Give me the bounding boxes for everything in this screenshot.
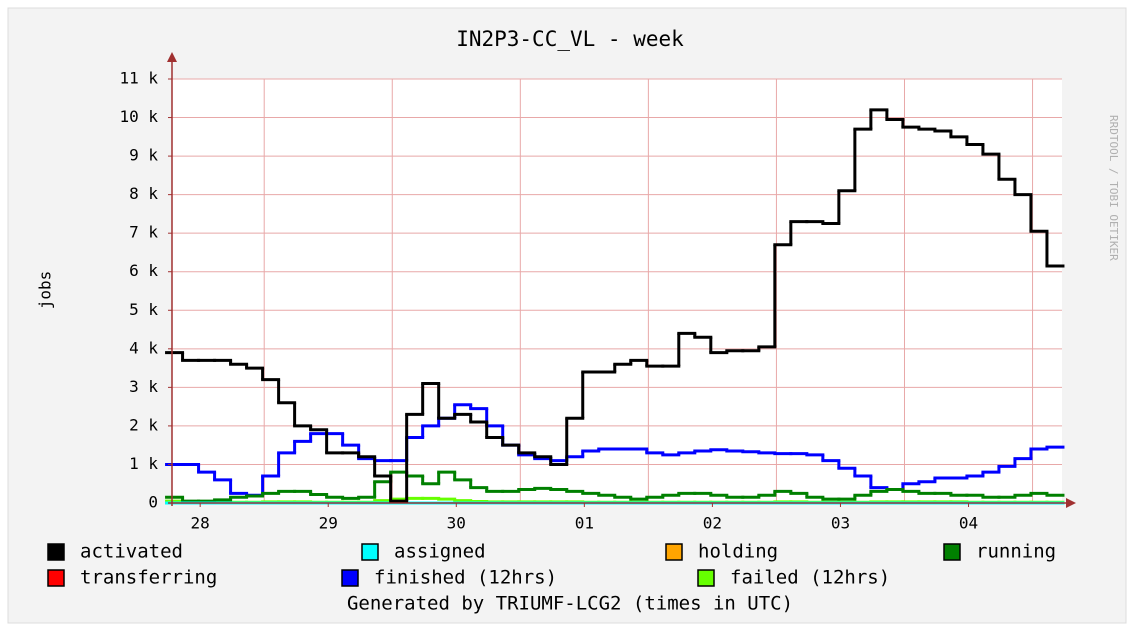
legend-swatch: [341, 569, 359, 587]
y-axis-label: jobs: [36, 271, 55, 310]
x-tick-label: 30: [447, 514, 466, 533]
x-tick-label: 04: [959, 514, 978, 533]
x-tick-label: 29: [319, 514, 338, 533]
y-tick-label: 2 k: [129, 415, 158, 434]
x-tick-label: 01: [575, 514, 594, 533]
legend-label: activated: [80, 541, 183, 563]
y-axis-arrow: [167, 52, 177, 62]
grid: [172, 78, 1062, 504]
y-tick-label: 3 k: [129, 377, 158, 396]
y-tick-label: 5 k: [129, 300, 158, 319]
legend: activated assigned holding running transferr…: [47, 541, 1056, 589]
y-tick-label: 11 k: [119, 69, 158, 88]
axes: [167, 52, 1076, 508]
y-tick-label: 1 k: [129, 454, 158, 473]
legend-swatch: [47, 543, 65, 561]
legend-label: assigned: [394, 541, 486, 563]
chart-title: IN2P3-CC_VL - week: [456, 27, 684, 51]
legend-swatch: [361, 543, 379, 561]
y-tick-label: 0: [148, 493, 158, 512]
y-tick-label: 7 k: [129, 223, 158, 242]
legend-swatch: [665, 543, 683, 561]
legend-label: transferring: [80, 567, 217, 589]
legend-swatch: [943, 543, 961, 561]
legend-label: holding: [698, 541, 778, 563]
x-tick-label: 28: [191, 514, 210, 533]
legend-swatch: [697, 569, 715, 587]
footer: Generated by TRIUMF-LCG2 (times in UTC): [347, 593, 793, 615]
x-axis-arrow: [1066, 498, 1076, 508]
x-tick-label: 03: [831, 514, 850, 533]
y-tick-label: 8 k: [129, 184, 158, 203]
legend-swatch: [47, 569, 65, 587]
legend-label: running: [976, 541, 1056, 563]
y-tick-label: 4 k: [129, 338, 158, 357]
plot-area: [172, 79, 1062, 503]
x-tick-label: 02: [703, 514, 722, 533]
watermark: RRDTOOL / TOBI OETIKER: [1107, 115, 1120, 261]
legend-label: finished (12hrs): [374, 567, 557, 589]
y-tick-label: 6 k: [129, 261, 158, 280]
legend-label: failed (12hrs): [730, 567, 890, 589]
y-tick-label: 9 k: [129, 146, 158, 165]
y-tick-label: 10 k: [119, 107, 158, 126]
